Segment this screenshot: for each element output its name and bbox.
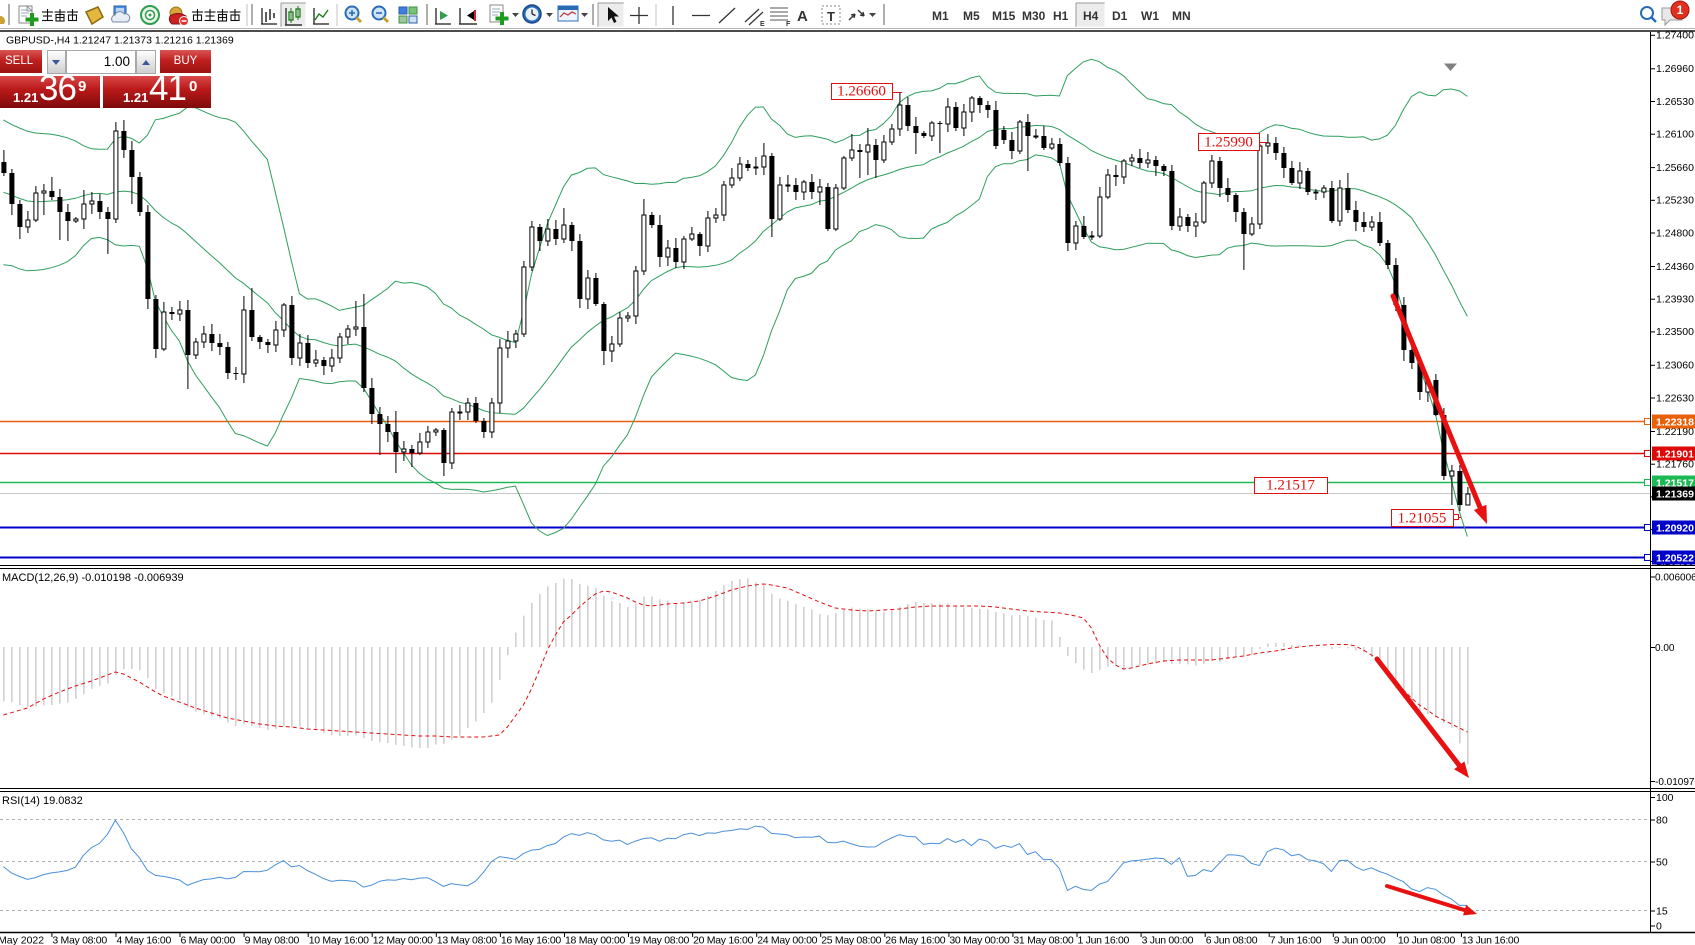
svg-text:M30: M30 [1022, 9, 1046, 23]
svg-text:May 2022: May 2022 [0, 935, 44, 945]
svg-text:26 May 16:00: 26 May 16:00 [885, 935, 945, 945]
svg-text:0.00: 0.00 [1655, 643, 1675, 654]
svg-text:F: F [786, 21, 791, 28]
svg-text:1.25230: 1.25230 [1656, 195, 1694, 207]
svg-text:1.26530: 1.26530 [1656, 96, 1694, 108]
svg-text:12 May 00:00: 12 May 00:00 [373, 935, 433, 945]
svg-text:H4: H4 [1083, 9, 1099, 23]
svg-text:80: 80 [1656, 814, 1668, 826]
svg-text:1.21760: 1.21760 [1656, 459, 1694, 471]
svg-text:1.23500: 1.23500 [1656, 326, 1694, 338]
svg-text:9 May 08:00: 9 May 08:00 [245, 935, 300, 945]
svg-text:1.21901: 1.21901 [1656, 448, 1694, 460]
svg-text:H1: H1 [1053, 9, 1069, 23]
svg-text:15: 15 [1656, 905, 1668, 917]
svg-text:-0.01097: -0.01097 [1655, 777, 1695, 788]
svg-text:1: 1 [1677, 3, 1684, 17]
svg-text:1 Jun 16:00: 1 Jun 16:00 [1078, 935, 1130, 945]
svg-text:1.21055: 1.21055 [1398, 511, 1447, 527]
svg-text:1.21517: 1.21517 [1266, 478, 1315, 494]
svg-text:9 Jun 00:00: 9 Jun 00:00 [1334, 935, 1386, 945]
svg-text:19 May 08:00: 19 May 08:00 [629, 935, 689, 945]
svg-text:MN: MN [1172, 9, 1191, 23]
svg-text:4 May 16:00: 4 May 16:00 [117, 935, 172, 945]
svg-text:1.21517: 1.21517 [1656, 477, 1694, 489]
svg-text:20 May 16:00: 20 May 16:00 [693, 935, 753, 945]
svg-text:13 Jun 16:00: 13 Jun 16:00 [1462, 935, 1520, 945]
svg-text:3 May 08:00: 3 May 08:00 [52, 935, 107, 945]
svg-text:M5: M5 [963, 9, 980, 23]
svg-text:A: A [797, 8, 808, 25]
svg-text:1.21369: 1.21369 [1656, 488, 1694, 500]
svg-text:E: E [760, 21, 765, 28]
svg-text:1.22318: 1.22318 [1656, 416, 1694, 428]
svg-text:1.24800: 1.24800 [1656, 227, 1694, 239]
svg-text:100: 100 [1656, 792, 1674, 804]
svg-text:M15: M15 [992, 9, 1016, 23]
svg-text:W1: W1 [1141, 9, 1159, 23]
svg-text:GBPUSD-,H4 1.21247 1.21373 1.: GBPUSD-,H4 1.21247 1.21373 1.21216 1.213… [6, 35, 234, 47]
svg-text:M1: M1 [932, 9, 949, 23]
svg-text:1.23930: 1.23930 [1656, 294, 1694, 306]
svg-text:31 May 08:00: 31 May 08:00 [1013, 935, 1073, 945]
svg-text:0.006006: 0.006006 [1655, 572, 1695, 583]
svg-text:1.22190: 1.22190 [1656, 426, 1694, 438]
svg-text:6 May 00:00: 6 May 00:00 [181, 935, 236, 945]
svg-text:1.20920: 1.20920 [1656, 522, 1694, 534]
svg-text:1.24360: 1.24360 [1656, 261, 1694, 273]
svg-text:MACD(12,26,9) -0.010198 -0.006: MACD(12,26,9) -0.010198 -0.006939 [2, 572, 184, 584]
svg-text:25 May 08:00: 25 May 08:00 [821, 935, 881, 945]
svg-text:16 May 16:00: 16 May 16:00 [501, 935, 561, 945]
svg-text:50: 50 [1656, 856, 1668, 868]
svg-text:18 May 00:00: 18 May 00:00 [565, 935, 625, 945]
svg-text:1.27400: 1.27400 [1656, 30, 1694, 42]
svg-text:13 May 08:00: 13 May 08:00 [437, 935, 497, 945]
svg-text:10 May 16:00: 10 May 16:00 [309, 935, 369, 945]
svg-text:1.20522: 1.20522 [1656, 552, 1694, 564]
svg-text:RSI(14) 19.0832: RSI(14) 19.0832 [2, 795, 83, 807]
svg-text:1.22630: 1.22630 [1656, 392, 1694, 404]
svg-text:30 May 00:00: 30 May 00:00 [949, 935, 1009, 945]
svg-text:1.25990: 1.25990 [1204, 135, 1253, 151]
svg-text:24 May 00:00: 24 May 00:00 [757, 935, 817, 945]
svg-text:0: 0 [1656, 920, 1662, 932]
svg-text:1.26660: 1.26660 [837, 84, 886, 100]
svg-text:10 Jun 08:00: 10 Jun 08:00 [1398, 935, 1456, 945]
svg-text:1.25660: 1.25660 [1656, 162, 1694, 174]
svg-text:D1: D1 [1112, 9, 1128, 23]
svg-text:1.23060: 1.23060 [1656, 360, 1694, 372]
svg-text:3 Jun 00:00: 3 Jun 00:00 [1142, 935, 1194, 945]
svg-text:T: T [827, 9, 835, 24]
svg-text:6 Jun 08:00: 6 Jun 08:00 [1206, 935, 1258, 945]
svg-text:1.26960: 1.26960 [1656, 63, 1694, 75]
svg-text:7 Jun 16:00: 7 Jun 16:00 [1270, 935, 1322, 945]
svg-text:1.26100: 1.26100 [1656, 129, 1694, 141]
